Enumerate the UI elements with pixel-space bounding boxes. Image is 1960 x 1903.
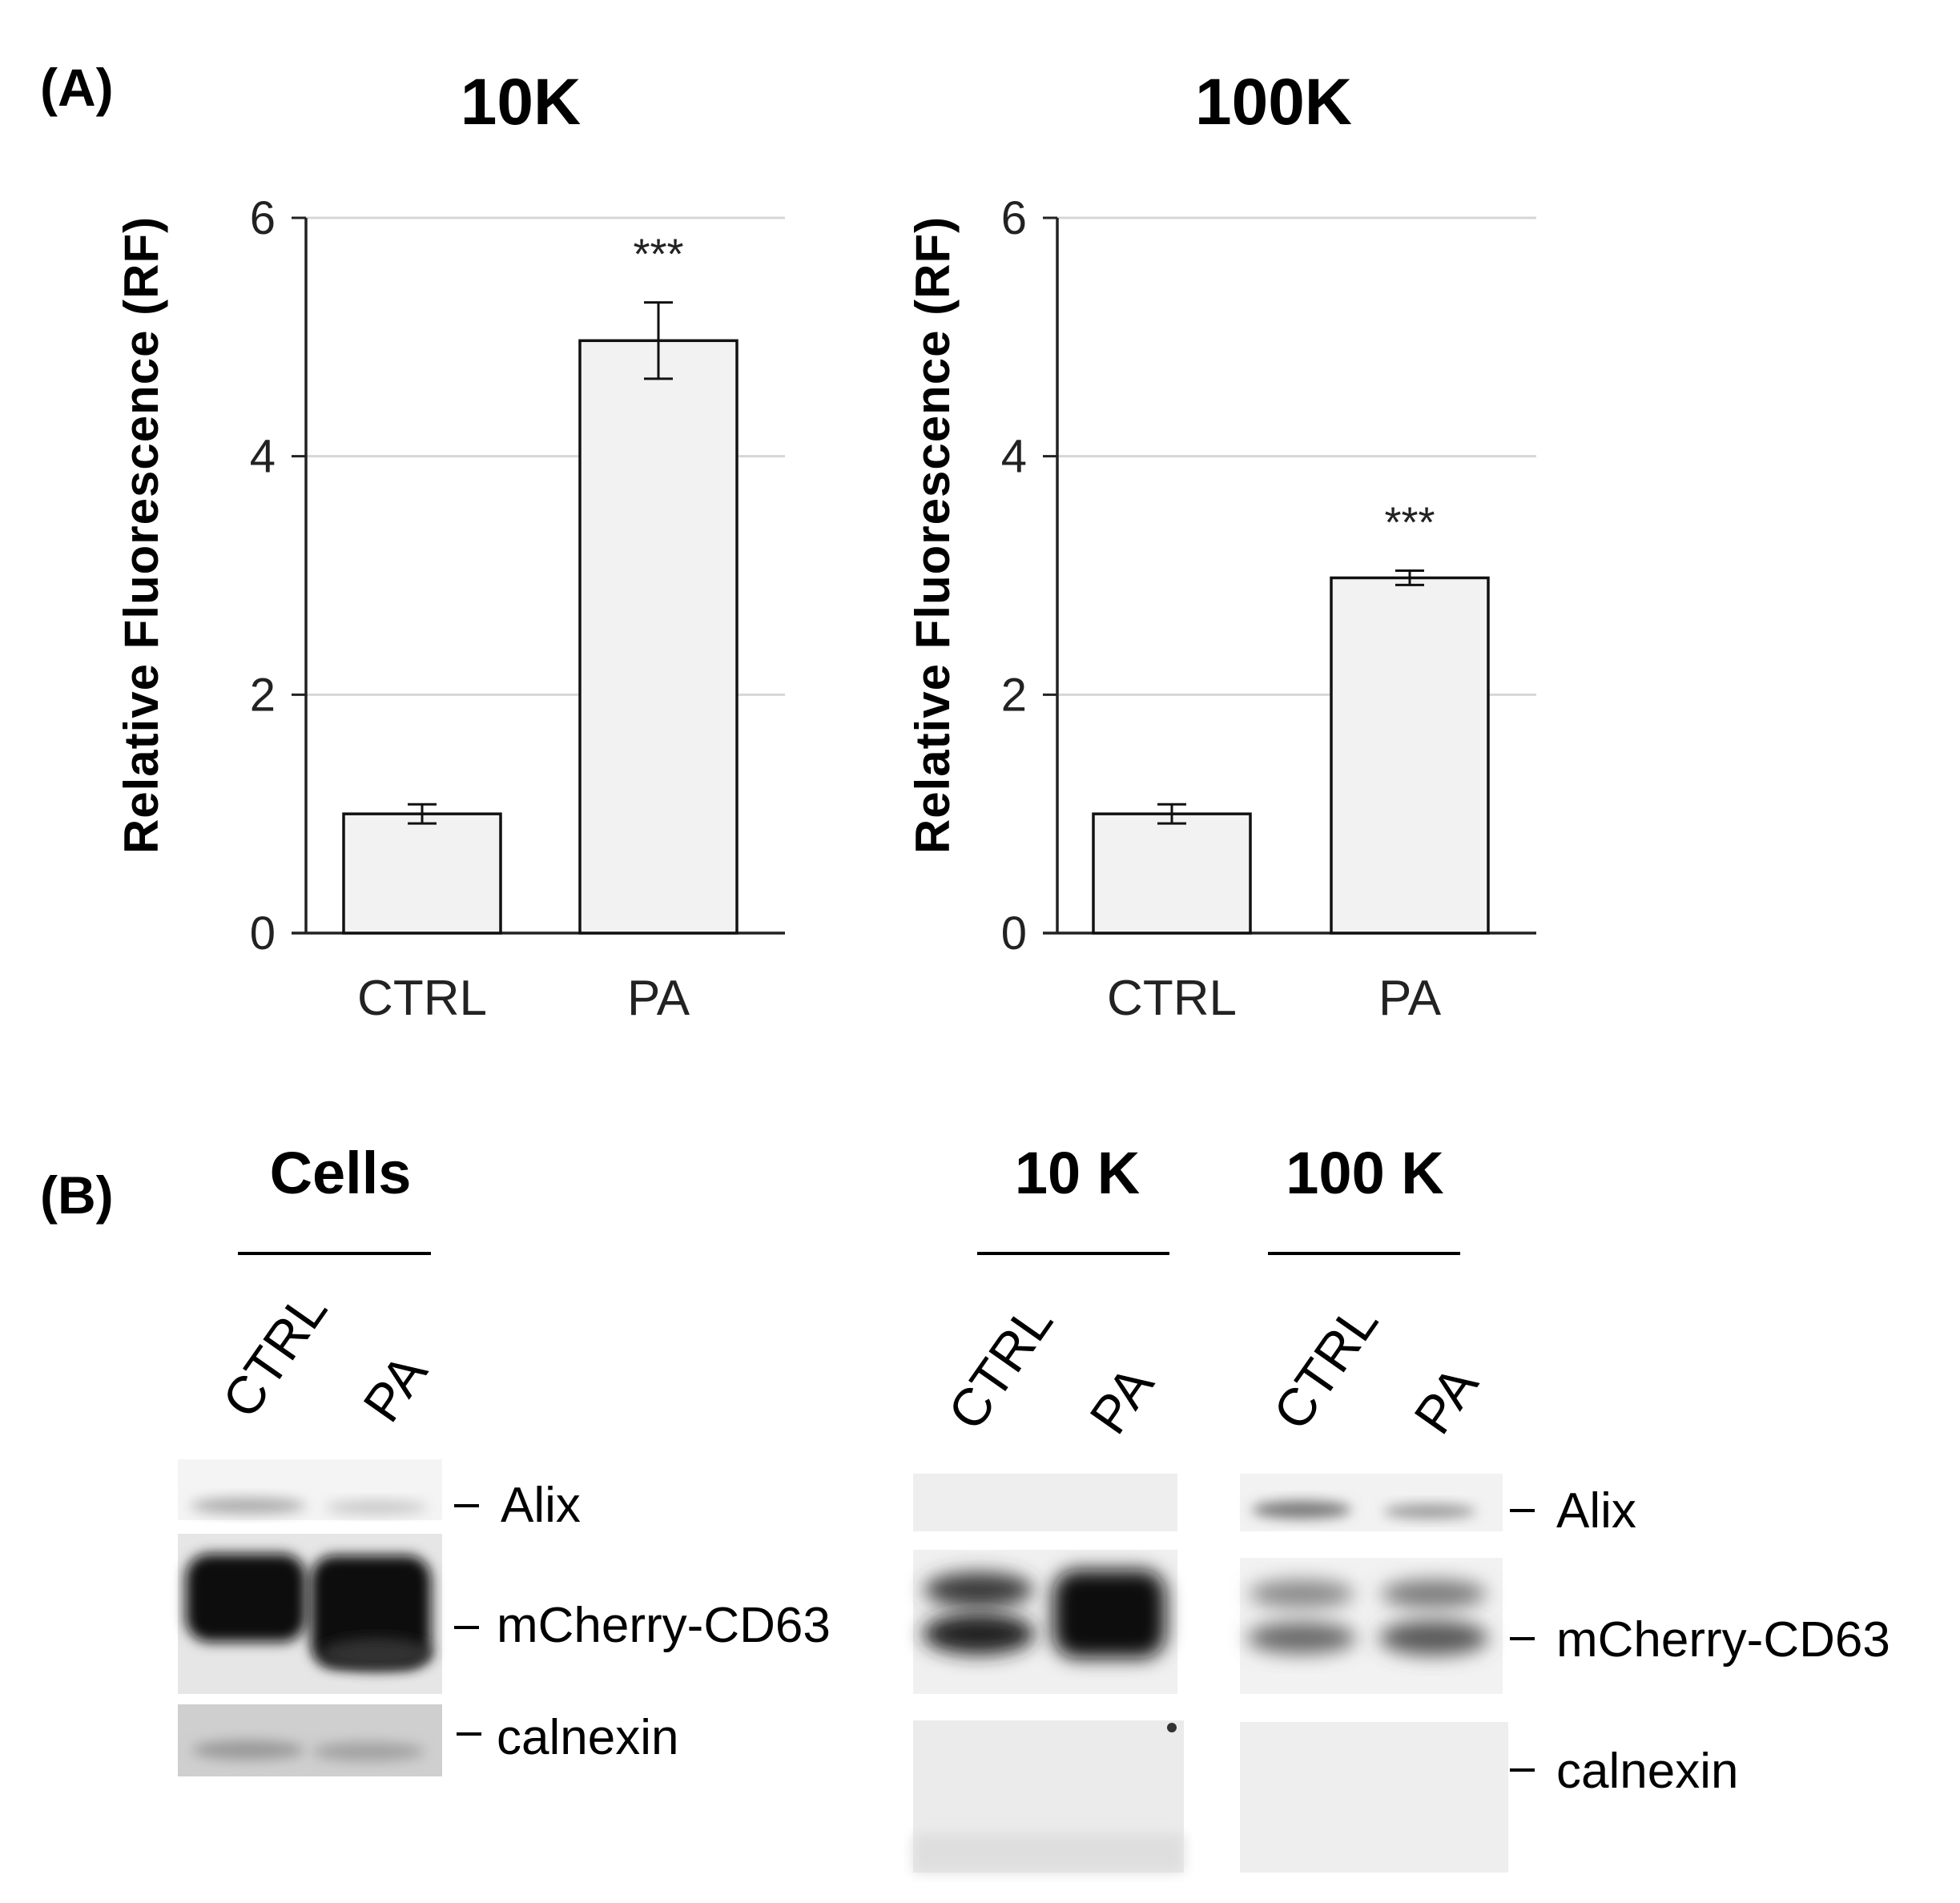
y-axis-label: Relative Fluorescence (RF) (115, 216, 168, 854)
blot-strip-cells-alix (178, 1459, 442, 1520)
lane-label: PA (1403, 1355, 1489, 1444)
western-blot-panel: Cells 10 K 100 K CTRL PA CTRL PA CTRL PA (178, 1140, 1890, 1873)
lane-label: CTRL (936, 1293, 1064, 1440)
blot-strip-100k-mcherry-cd63 (1240, 1558, 1503, 1694)
x-category-label: PA (627, 971, 690, 1026)
x-category-label: PA (1378, 971, 1442, 1026)
protein-label-calnexin: calnexin (1556, 1744, 1738, 1799)
lane-label: CTRL (1262, 1293, 1389, 1440)
y-tick-label: 4 (1001, 431, 1027, 483)
panel-label-b: (B) (40, 1165, 114, 1225)
blot-group-title-100k: 100 K (1286, 1140, 1443, 1206)
significance-marker: *** (1384, 499, 1435, 547)
blot-strip-100k-alix (1240, 1474, 1503, 1531)
blot-strip-cells-calnexin (178, 1704, 442, 1776)
bar-ctrl (1092, 812, 1252, 935)
chart-title: 10K (461, 66, 581, 139)
y-tick-label: 4 (250, 431, 276, 483)
blot-strip-10k-calnexin (913, 1720, 1184, 1873)
protein-label-mcherry-cd63: mCherry-CD63 (497, 1598, 831, 1653)
blot-strip-10k-mcherry-cd63 (913, 1550, 1177, 1694)
blot-group-title-10k: 10 K (1015, 1140, 1140, 1206)
y-tick-label: 0 (1001, 907, 1027, 960)
protein-label-mcherry-cd63: mCherry-CD63 (1556, 1612, 1890, 1668)
lane-label: PA (1078, 1355, 1165, 1444)
significance-marker: *** (633, 231, 683, 279)
y-tick-label: 6 (250, 192, 276, 244)
blot-strip-10k-alix (913, 1474, 1177, 1531)
protein-label-calnexin: calnexin (497, 1710, 678, 1765)
y-tick-label: 2 (250, 669, 276, 721)
bar-chart-100k: 100K Relative Fluorescence (RF) 0 2 4 6 CTRL… (906, 66, 1536, 1026)
bar-pa (1330, 576, 1490, 935)
lane-label: CTRL (211, 1281, 338, 1428)
bar-chart-10k: 10K Relative Fluorescence (RF) 0 2 4 6 CTRL P… (115, 66, 785, 1026)
bar-ctrl (342, 812, 502, 935)
y-tick-label: 0 (250, 907, 276, 960)
blot-strip-100k-calnexin (1240, 1722, 1508, 1873)
x-category-label: CTRL (1107, 971, 1237, 1026)
y-axis-label: Relative Fluorescence (RF) (906, 216, 960, 854)
y-tick-label: 6 (1001, 192, 1027, 244)
panel-label-a: (A) (40, 58, 114, 117)
bar-pa (578, 339, 739, 935)
protein-label-alix: Alix (1556, 1483, 1636, 1539)
blot-group-title-cells: Cells (270, 1140, 412, 1206)
protein-label-alix: Alix (501, 1478, 581, 1533)
x-category-label: CTRL (357, 971, 487, 1026)
blot-strip-cells-mcherry-cd63 (178, 1534, 442, 1694)
lane-label: PA (352, 1343, 438, 1432)
chart-title: 100K (1195, 66, 1352, 139)
y-tick-label: 2 (1001, 669, 1027, 721)
